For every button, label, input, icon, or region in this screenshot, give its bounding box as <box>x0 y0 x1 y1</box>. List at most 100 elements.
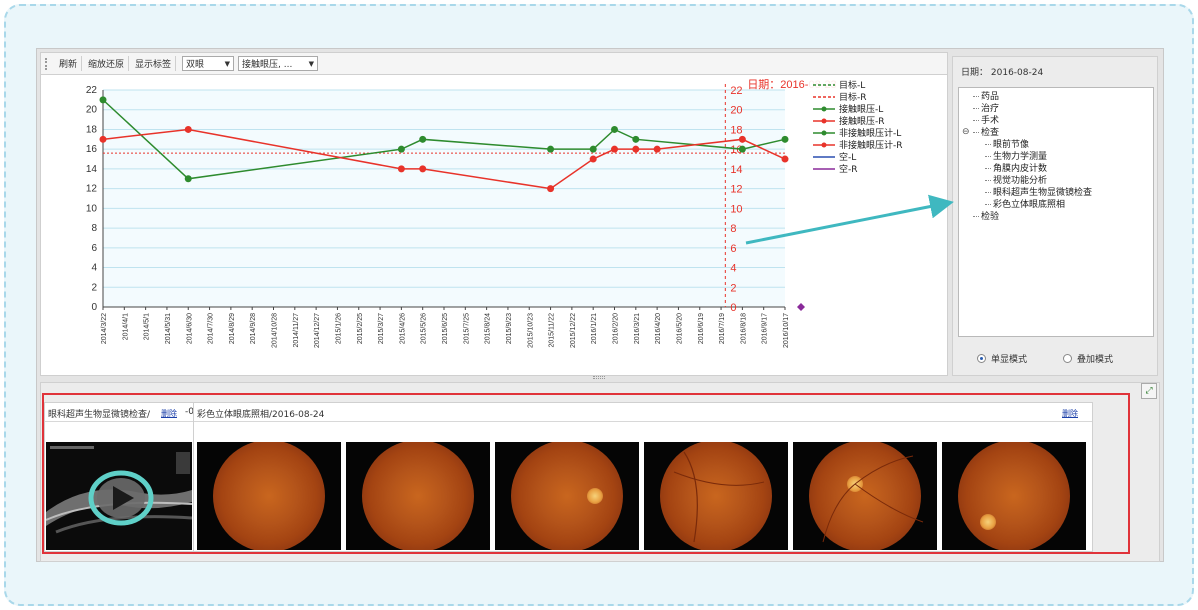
fundus-group-title: 彩色立体眼底照相/2016-08-24 <box>197 410 325 420</box>
data-point <box>99 135 107 143</box>
legend-label: 接触眼压-R <box>839 115 885 127</box>
fundus-photo[interactable] <box>942 442 1086 550</box>
x-tick-label: 2014/6/30 <box>186 313 193 344</box>
x-tick-label: 2016/10/17 <box>783 313 790 348</box>
x-tick-label: 2015/9/23 <box>506 313 513 344</box>
x-tick-label: 2016/3/21 <box>634 313 641 344</box>
date-value: 2016-08-24 <box>990 68 1044 78</box>
ubm-delete-link[interactable]: 删除 <box>161 409 177 418</box>
display-mode-row: 单显模式 叠加模式 <box>977 352 1113 365</box>
eye-select[interactable]: 双眼 ▼ <box>182 56 235 71</box>
x-tick-label: 2015/1/26 <box>335 313 342 344</box>
data-point <box>547 145 555 153</box>
y-tick-label: 0 <box>91 302 97 313</box>
x-tick-label: 2015/11/22 <box>549 313 556 348</box>
legend-label: 目标-L <box>839 79 865 91</box>
reset-zoom-button[interactable]: 缩放还原 <box>84 56 130 71</box>
x-tick-label: 2015/12/22 <box>570 313 577 348</box>
eye-select-value: 双眼 <box>186 60 205 70</box>
data-point <box>184 175 192 183</box>
panel-splitter[interactable] <box>593 376 605 379</box>
data-point <box>632 145 640 153</box>
expand-icon[interactable]: ⤢ <box>1141 383 1157 399</box>
fundus-disc <box>958 442 1070 550</box>
x-tick-label: 2015/4/26 <box>399 313 406 344</box>
radio-unselected-icon <box>1063 354 1073 363</box>
data-point <box>611 125 618 133</box>
ubm-scan-image <box>46 442 192 550</box>
tree-item[interactable]: 眼科超声生物显微镜检查 <box>985 187 1092 199</box>
ubm-image-group: 眼科超声生物显微镜检查/ 删除 -0 <box>44 402 194 552</box>
tree-item[interactable]: 治疗 <box>973 103 999 115</box>
tree-item[interactable]: 眼前节像 <box>985 139 1029 151</box>
right-panel: 日期： 2016-08-24 药品 治疗 手术 检查 ⊖ 眼前节像 生物力学测量 角膜内皮计数… <box>952 56 1158 376</box>
toolbar-grip[interactable] <box>45 57 49 70</box>
marker-axis-label: 12 <box>730 184 742 196</box>
overlay-mode-radio[interactable]: 叠加模式 <box>1063 352 1113 365</box>
ubm-group-title: 眼科超声生物显微镜检查/ <box>48 407 150 420</box>
data-point <box>99 96 107 104</box>
marker-axis-label: 0 <box>730 302 736 314</box>
tree-item[interactable]: 手术 <box>973 115 999 127</box>
show-labels-button[interactable]: 显示标签 <box>131 56 177 71</box>
fundus-delete-link[interactable]: 删除 <box>1062 409 1078 418</box>
tree-item[interactable]: 药品 <box>973 91 999 103</box>
fundus-photo[interactable] <box>346 442 490 550</box>
data-point <box>781 135 789 143</box>
x-tick-label: 2014/8/29 <box>229 313 236 344</box>
x-tick-label: 2016/4/20 <box>655 313 662 344</box>
chevron-down-icon: ▼ <box>308 59 315 68</box>
marker-axis-label: 20 <box>730 105 742 117</box>
data-point <box>738 135 746 143</box>
x-tick-label: 2015/6/25 <box>442 313 449 344</box>
series-line <box>102 99 786 180</box>
marker-axis-label: 2 <box>730 282 736 294</box>
refresh-button[interactable]: 刷新 <box>55 56 83 71</box>
metric-select[interactable]: 接触眼压, ... ▼ <box>238 56 319 71</box>
data-point <box>184 125 192 133</box>
vessel-overlay <box>673 451 765 543</box>
tree-item[interactable]: 视觉功能分析 <box>985 175 1047 187</box>
x-tick-label: 2015/8/24 <box>485 313 492 344</box>
tree-item[interactable]: 彩色立体眼底照相 <box>985 199 1065 211</box>
tree-item[interactable]: 检验 <box>973 211 999 223</box>
fundus-photo[interactable] <box>197 442 341 550</box>
y-tick-label: 2 <box>91 282 97 293</box>
marker-axis-label: 14 <box>730 164 742 176</box>
marker-axis-label: 6 <box>730 243 736 255</box>
data-point <box>419 165 427 173</box>
optic-disc <box>980 514 996 530</box>
plot-area <box>103 90 785 307</box>
data-point <box>419 135 427 143</box>
fundus-photo[interactable] <box>495 442 639 550</box>
single-mode-radio[interactable]: 单显模式 <box>977 352 1027 365</box>
legend-label: 非接触眼压计-R <box>839 139 903 151</box>
date-row: 日期： 2016-08-24 <box>961 65 1043 78</box>
x-tick-label: 2014/11/27 <box>293 313 300 348</box>
x-tick-label: 2016/8/18 <box>740 313 747 344</box>
ubm-video-thumbnail[interactable] <box>46 442 192 550</box>
data-point <box>653 145 661 153</box>
tree-item[interactable]: 检查 <box>973 127 999 139</box>
data-point <box>632 135 640 143</box>
x-tick-label: 2015/10/23 <box>527 313 534 348</box>
tree-item[interactable]: 角膜内皮计数 <box>985 163 1047 175</box>
overlay-mode-label: 叠加模式 <box>1077 355 1114 365</box>
x-tick-label: 2015/5/26 <box>421 313 428 344</box>
fundus-photo[interactable] <box>793 442 937 550</box>
legend-marker <box>821 130 827 136</box>
data-point <box>589 145 597 153</box>
x-tick-label: 2014/12/27 <box>314 313 321 348</box>
legend-label: 接触眼压-L <box>839 103 883 115</box>
legend-box <box>809 77 947 181</box>
fundus-photo[interactable] <box>644 442 788 550</box>
x-tick-label: 2014/5/31 <box>165 313 172 344</box>
category-tree: 药品 治疗 手术 检查 ⊖ 眼前节像 生物力学测量 角膜内皮计数 视觉功能分析 眼科超声生物显微镜… <box>958 87 1154 337</box>
legend-label: 空-R <box>839 163 858 175</box>
collapse-icon[interactable]: ⊖ <box>962 127 970 137</box>
tree-item[interactable]: 生物力学测量 <box>985 151 1047 163</box>
metric-select-value: 接触眼压, ... <box>242 60 293 70</box>
x-tick-label: 2014/4/1 <box>122 313 129 340</box>
single-mode-label: 单显模式 <box>991 355 1028 365</box>
